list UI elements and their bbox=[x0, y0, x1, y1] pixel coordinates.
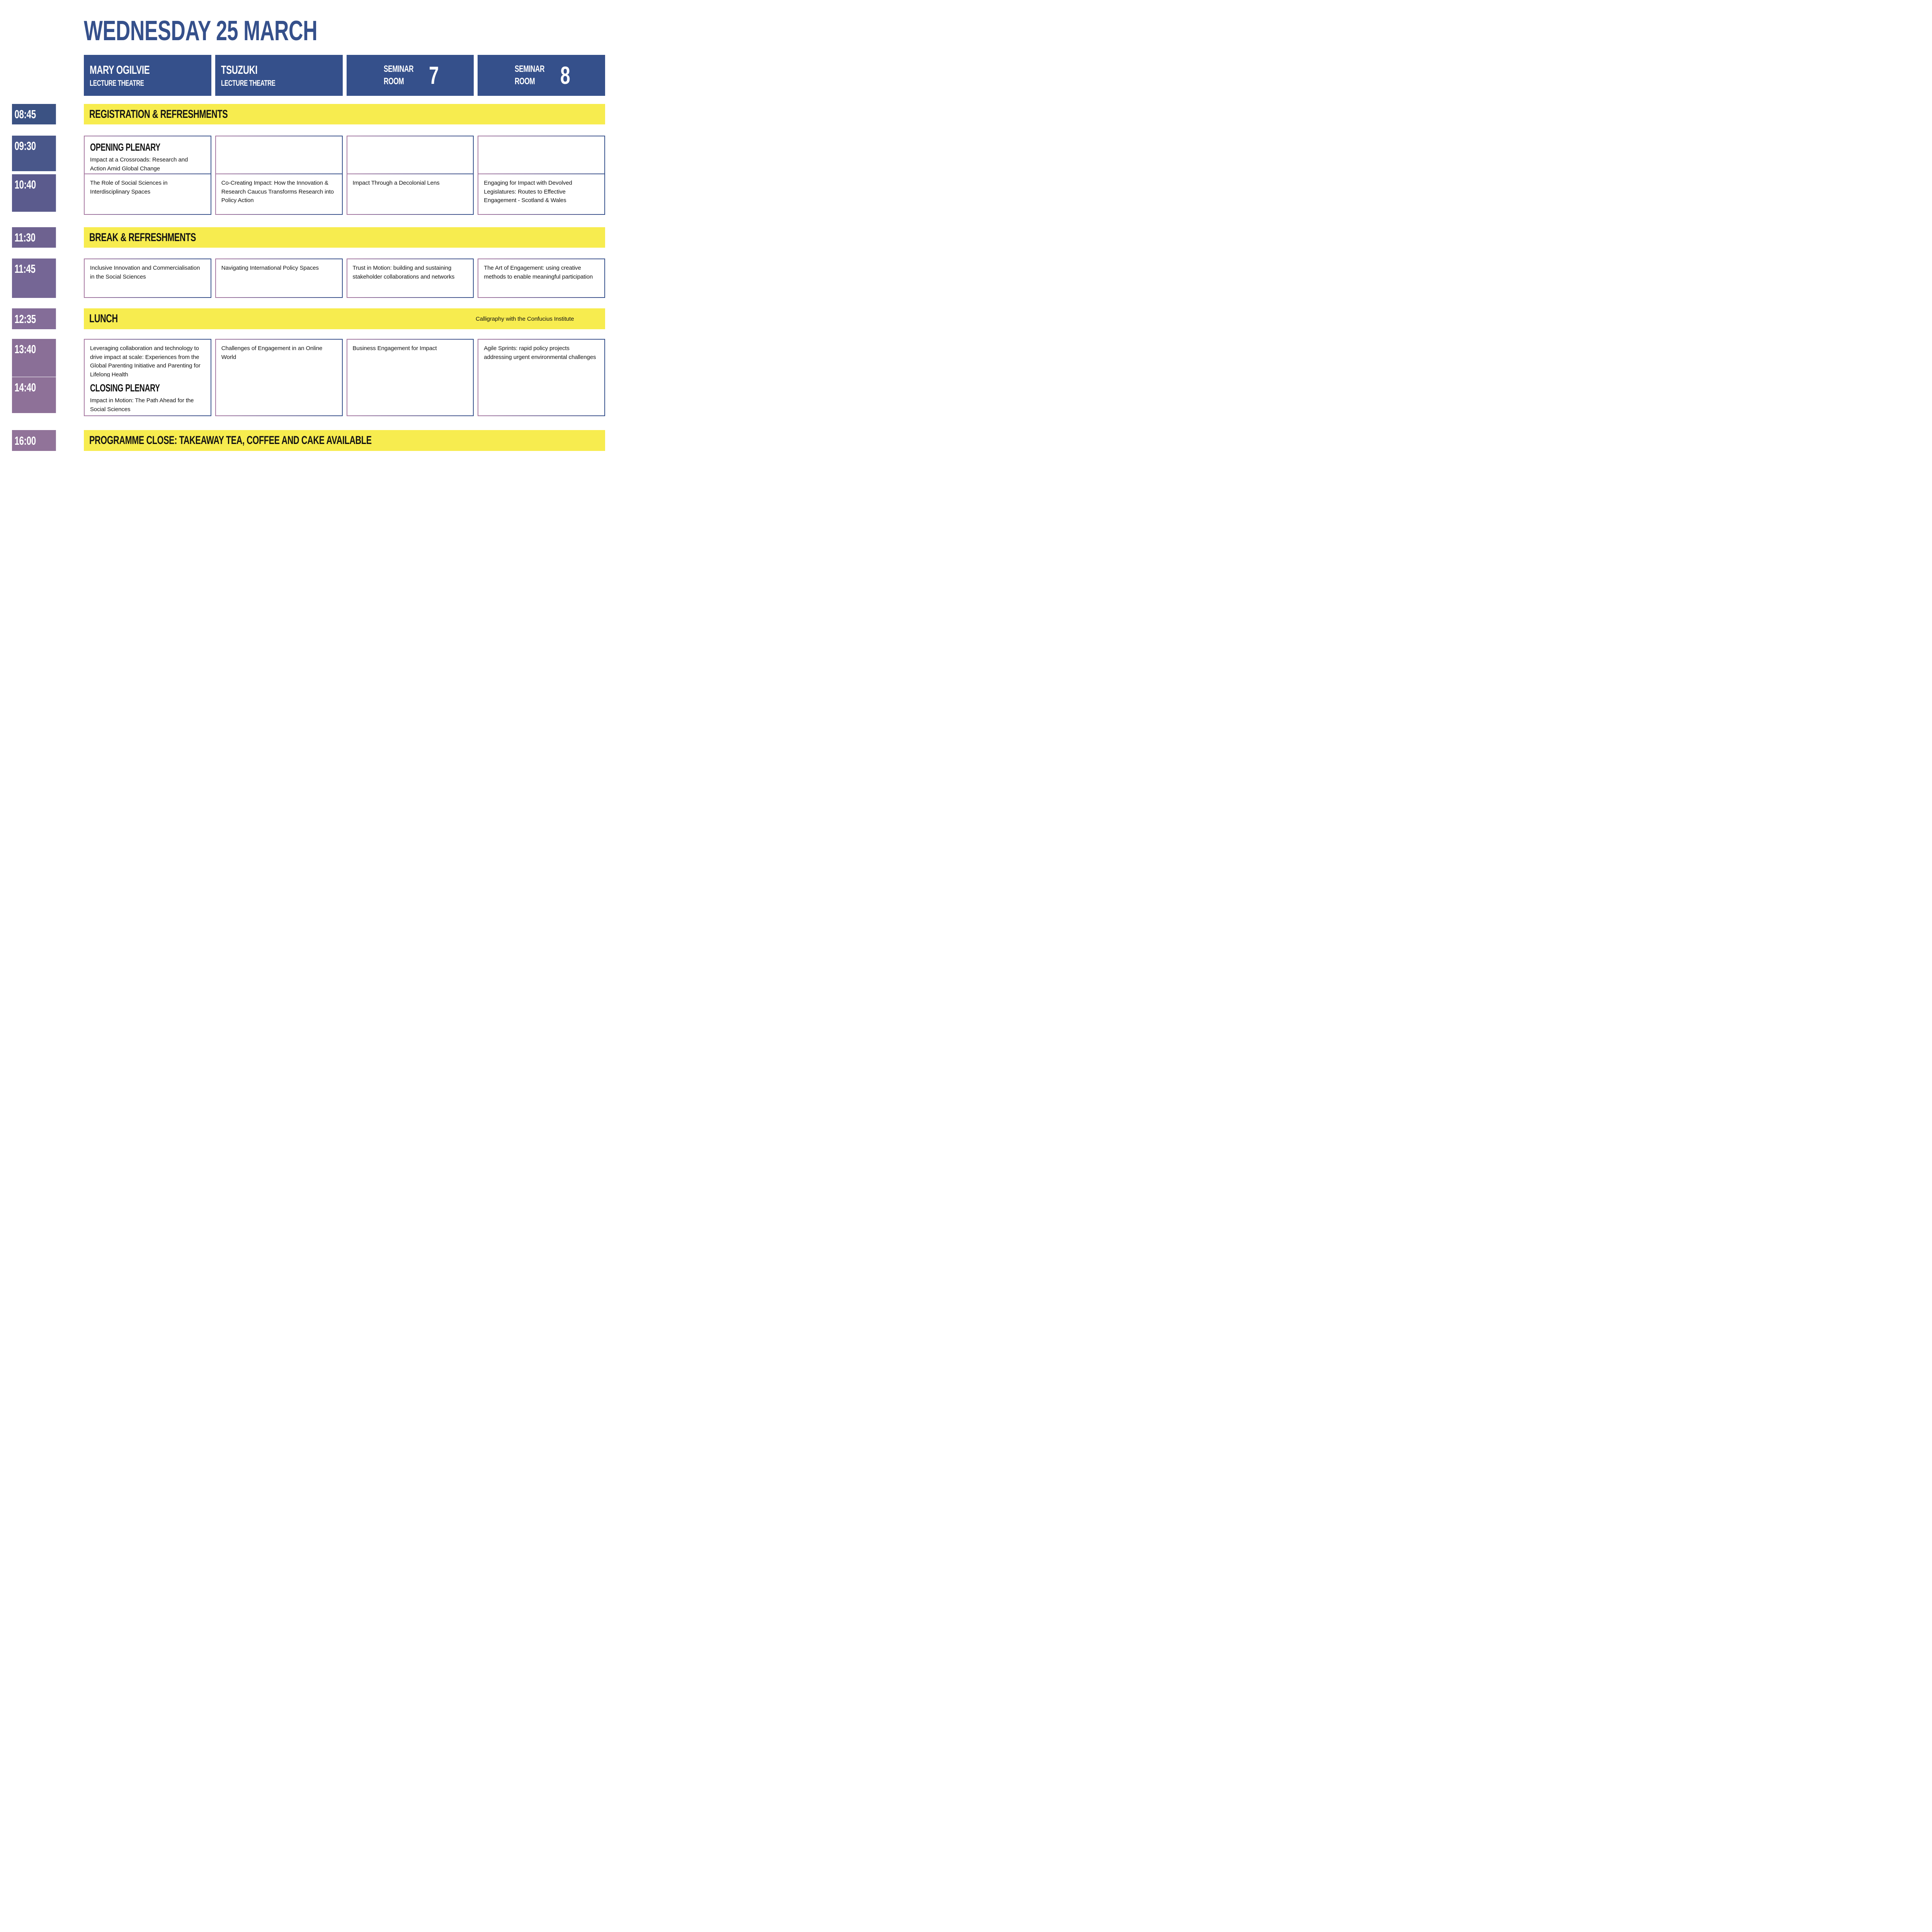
time-label: 14:40 bbox=[12, 377, 56, 413]
session-cell: Challenges of Engagement in an Online Wo… bbox=[215, 339, 343, 380]
time-label: 10:40 bbox=[12, 174, 56, 212]
schedule-rows: 08:45 REGISTRATION & REFRESHMENTS 09:30 OPE… bbox=[0, 104, 618, 451]
session-cell: CLOSING PLENARY Impact in Motion: The Pat… bbox=[84, 377, 211, 416]
room-header-4: SEMINAR ROOM 8 bbox=[478, 55, 605, 96]
time-label: 13:40 bbox=[12, 339, 56, 377]
session-row: 13:40 Leveraging collaboration and techno… bbox=[12, 339, 618, 380]
session-body: Impact at a Crossroads: Research and Act… bbox=[90, 156, 188, 172]
room-name-stack: SEMINAR ROOM bbox=[384, 65, 425, 86]
banner-label: PROGRAMME CLOSE: TAKEAWAY TEA, COFFEE AN… bbox=[89, 434, 372, 447]
session-body: Business Engagement for Impact bbox=[352, 345, 437, 352]
session-cell bbox=[478, 136, 605, 174]
session-cells: The Role of Social Sciences in Interdisc… bbox=[84, 174, 605, 215]
session-body: Impact in Motion: The Path Ahead for the… bbox=[90, 397, 194, 413]
room-header-row: MARY OGILVIE LECTURE THEATRE TSUZUKI LECTUR… bbox=[12, 55, 618, 96]
banner-label: REGISTRATION & REFRESHMENTS bbox=[89, 107, 228, 121]
room-number: 8 bbox=[560, 61, 570, 89]
session-cell: Business Engagement for Impact bbox=[346, 339, 474, 380]
room-header-2: TSUZUKI LECTURE THEATRE bbox=[215, 55, 343, 96]
session-body: The Role of Social Sciences in Interdisc… bbox=[90, 180, 168, 195]
banner: BREAK & REFRESHMENTS bbox=[84, 227, 605, 248]
time-label: 16:00 bbox=[12, 430, 56, 451]
programme-page: WEDNESDAY 25 MARCH MARY OGILVIE LECTURE T… bbox=[0, 0, 618, 486]
room-subname: LECTURE THEATRE bbox=[90, 78, 144, 88]
session-row: 09:30 OPENING PLENARY Impact at a Crossroa… bbox=[12, 136, 618, 174]
banner-row: 11:30 BREAK & REFRESHMENTS bbox=[12, 227, 618, 248]
session-row: 11:45 Inclusive Innovation and Commercial… bbox=[12, 259, 618, 298]
session-row: 14:40 CLOSING PLENARY Impact in Motion: Th… bbox=[12, 377, 618, 416]
room-headers: MARY OGILVIE LECTURE THEATRE TSUZUKI LECTUR… bbox=[84, 55, 605, 96]
session-cell: Agile Sprints: rapid policy projects add… bbox=[478, 339, 605, 380]
session-body: Engaging for Impact with Devolved Legisl… bbox=[484, 180, 572, 204]
session-cells: OPENING PLENARY Impact at a Crossroads: R… bbox=[84, 136, 605, 174]
session-body: Agile Sprints: rapid policy projects add… bbox=[484, 345, 596, 361]
session-cell: OPENING PLENARY Impact at a Crossroads: R… bbox=[84, 136, 211, 174]
time-label: 11:30 bbox=[12, 227, 56, 248]
session-cell: Leveraging collaboration and technology … bbox=[84, 339, 211, 380]
room-subname: LECTURE THEATRE bbox=[221, 78, 276, 88]
page-title: WEDNESDAY 25 MARCH bbox=[84, 15, 318, 46]
banner-row: 16:00 PROGRAMME CLOSE: TAKEAWAY TEA, COFF… bbox=[12, 430, 618, 451]
session-body: Trust in Motion: building and sustaining… bbox=[352, 265, 455, 280]
session-heading: CLOSING PLENARY bbox=[90, 382, 160, 394]
banner: LUNCH Calligraphy with the Confucius Inst… bbox=[84, 308, 605, 329]
session-body: Navigating International Policy Spaces bbox=[221, 265, 319, 271]
room-name: SEMINAR bbox=[515, 64, 545, 74]
banner: PROGRAMME CLOSE: TAKEAWAY TEA, COFFEE AN… bbox=[84, 430, 605, 451]
session-cell bbox=[215, 377, 343, 416]
session-cell bbox=[215, 136, 343, 174]
session-cell: Co-Creating Impact: How the Innovation &… bbox=[215, 174, 343, 215]
room-subname: ROOM bbox=[383, 76, 404, 87]
session-cells: Leveraging collaboration and technology … bbox=[84, 339, 605, 380]
room-number: 7 bbox=[429, 61, 439, 89]
session-body: Impact Through a Decolonial Lens bbox=[352, 180, 440, 186]
room-subname: ROOM bbox=[515, 76, 535, 87]
room-name: SEMINAR bbox=[383, 64, 414, 74]
banner-label: BREAK & REFRESHMENTS bbox=[89, 231, 196, 244]
room-name: TSUZUKI bbox=[221, 63, 258, 77]
session-body: Leveraging collaboration and technology … bbox=[90, 345, 201, 378]
session-cell: The Role of Social Sciences in Interdisc… bbox=[84, 174, 211, 215]
banner-note: Calligraphy with the Confucius Institute bbox=[476, 315, 574, 322]
session-cell: Navigating International Policy Spaces bbox=[215, 259, 343, 298]
session-body: Challenges of Engagement in an Online Wo… bbox=[221, 345, 323, 361]
time-label: 12:35 bbox=[12, 308, 56, 329]
banner-row: 08:45 REGISTRATION & REFRESHMENTS bbox=[12, 104, 618, 124]
session-cell: The Art of Engagement: using creative me… bbox=[478, 259, 605, 298]
time-label: 08:45 bbox=[12, 104, 56, 124]
session-body: Inclusive Innovation and Commercialisati… bbox=[90, 265, 200, 280]
session-cell: Trust in Motion: building and sustaining… bbox=[346, 259, 474, 298]
banner: REGISTRATION & REFRESHMENTS bbox=[84, 104, 605, 124]
time-label: 11:45 bbox=[12, 259, 56, 298]
session-body: The Art of Engagement: using creative me… bbox=[484, 265, 593, 280]
session-heading: OPENING PLENARY bbox=[90, 141, 160, 153]
session-row: 10:40 The Role of Social Sciences in Inte… bbox=[12, 174, 618, 215]
session-body: Co-Creating Impact: How the Innovation &… bbox=[221, 180, 334, 204]
session-cell bbox=[346, 377, 474, 416]
banner-label: LUNCH bbox=[89, 312, 118, 325]
header-spacer bbox=[12, 55, 73, 96]
session-cell: Impact Through a Decolonial Lens bbox=[346, 174, 474, 215]
banner-row: 12:35 LUNCH Calligraphy with the Confucius… bbox=[12, 308, 618, 329]
room-header-1: MARY OGILVIE LECTURE THEATRE bbox=[84, 55, 211, 96]
room-name-stack: SEMINAR ROOM bbox=[515, 65, 556, 86]
time-label: 09:30 bbox=[12, 136, 56, 171]
session-cell bbox=[478, 377, 605, 416]
session-cell bbox=[346, 136, 474, 174]
session-cell: Engaging for Impact with Devolved Legisl… bbox=[478, 174, 605, 215]
room-header-3: SEMINAR ROOM 7 bbox=[346, 55, 474, 96]
session-cell: Inclusive Innovation and Commercialisati… bbox=[84, 259, 211, 298]
session-cells: Inclusive Innovation and Commercialisati… bbox=[84, 259, 605, 298]
room-name: MARY OGILVIE bbox=[90, 63, 150, 77]
session-cells: CLOSING PLENARY Impact in Motion: The Pat… bbox=[84, 377, 605, 416]
